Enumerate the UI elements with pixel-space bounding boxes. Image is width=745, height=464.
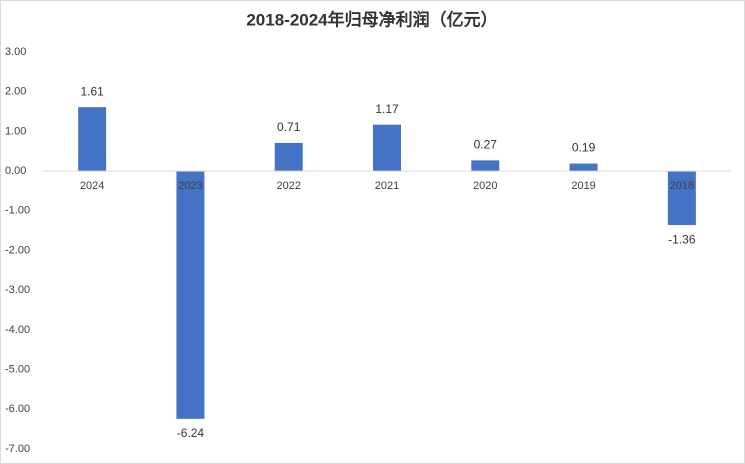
y-tick-label: -3.00 [5,284,30,296]
bar [569,163,598,172]
x-tick-label: 2022 [276,180,300,192]
y-tick-label: -6.00 [5,403,30,415]
x-tick-label: 2023 [178,180,202,192]
data-label: 0.19 [572,141,596,155]
y-tick-label: -1.00 [5,205,30,217]
chart-title: 2018-2024年归母净利润（亿元） [246,9,497,29]
data-label: -6.24 [177,426,205,440]
y-tick-label: -5.00 [5,364,30,376]
y-tick-label: -4.00 [5,324,30,336]
data-label: 0.27 [474,138,498,152]
bar [667,171,696,226]
bar [373,124,401,172]
y-tick-label: 1.00 [5,125,26,137]
data-label: 1.17 [375,102,399,116]
y-tick-label: -7.00 [5,443,30,455]
data-label: -1.36 [668,232,696,246]
y-tick-label: 2.00 [5,86,26,98]
data-label: 0.71 [277,120,301,134]
bar [274,142,303,172]
y-tick-label: -2.00 [5,244,30,256]
y-tick-label: 3.00 [5,46,26,58]
bar [471,160,500,172]
x-tick-label: 2020 [473,180,497,192]
y-tick-label: 0.00 [5,165,26,177]
x-tick-label: 2021 [375,180,399,192]
x-tick-label: 2024 [80,180,104,192]
data-label: 1.61 [80,84,104,98]
bar [176,171,205,419]
bar [78,107,107,172]
x-tick-label: 2018 [670,180,694,192]
x-tick-label: 2019 [571,180,595,192]
